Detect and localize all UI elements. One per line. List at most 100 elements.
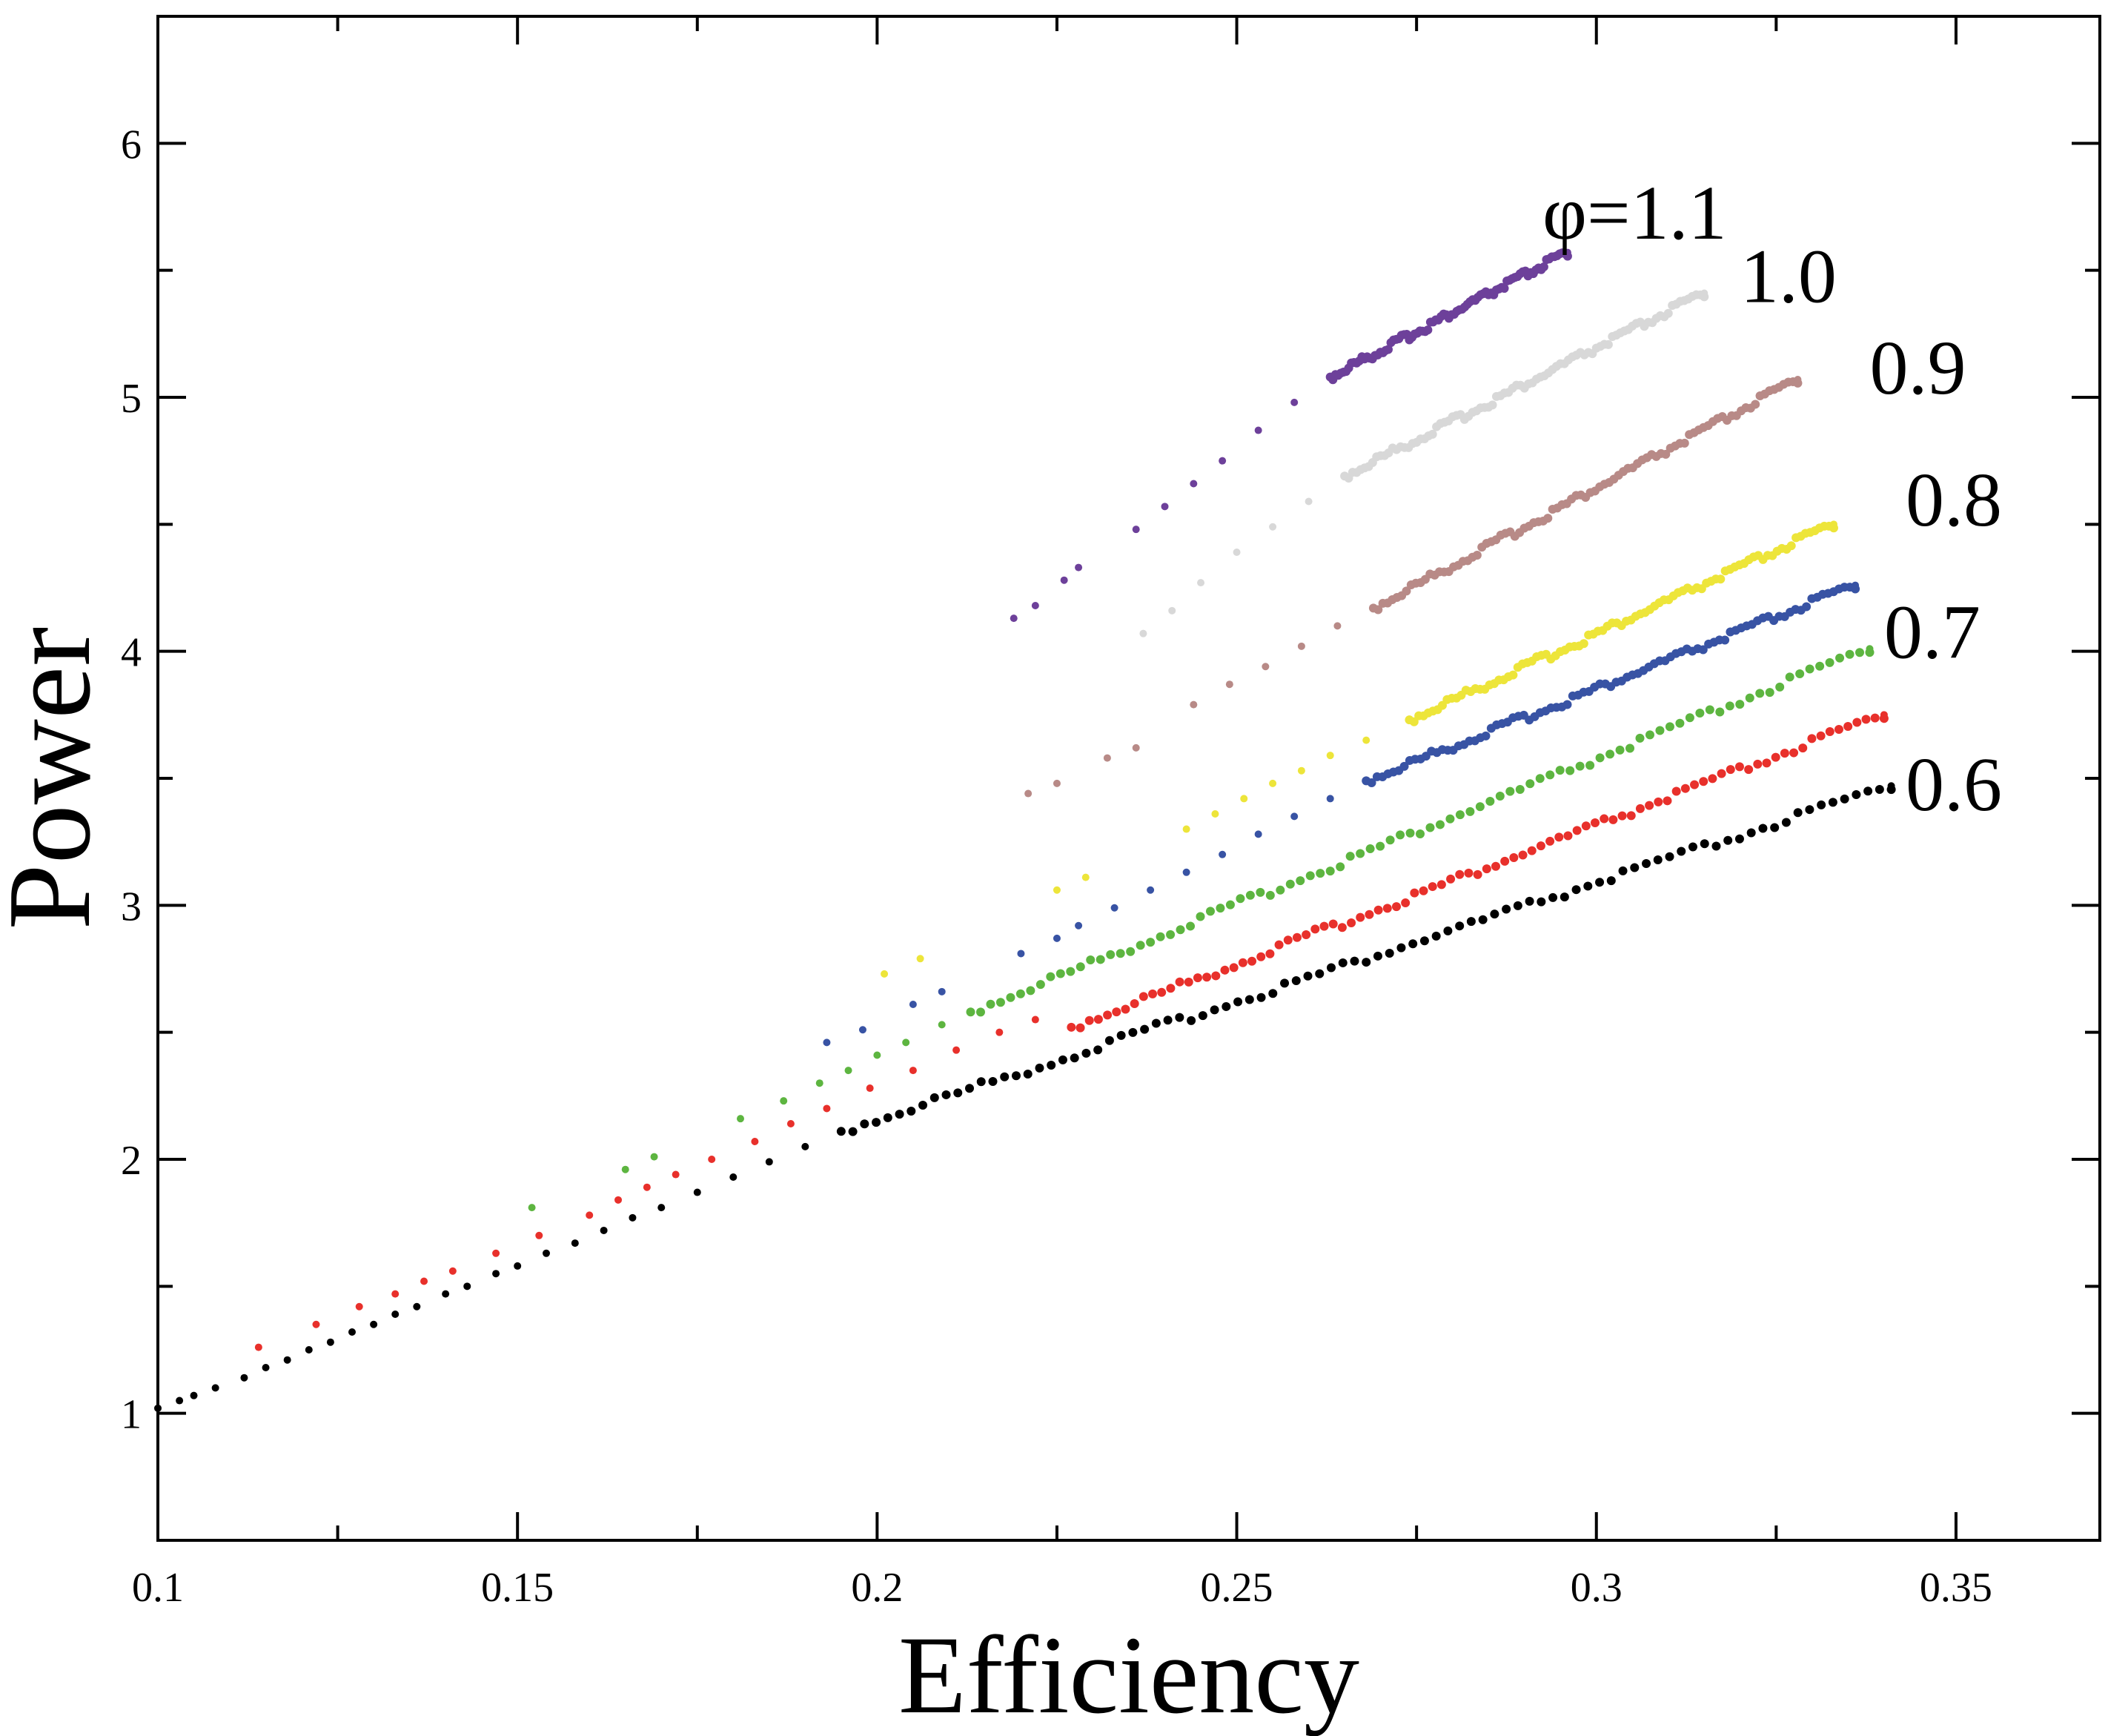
data-point bbox=[1513, 901, 1522, 910]
data-point bbox=[1475, 802, 1485, 812]
series-0-7 bbox=[528, 645, 1875, 1212]
data-point bbox=[1485, 797, 1495, 806]
data-point bbox=[1182, 868, 1190, 876]
data-point bbox=[823, 1104, 831, 1113]
data-point bbox=[312, 1320, 320, 1328]
data-point bbox=[1680, 783, 1690, 793]
data-point bbox=[1700, 839, 1709, 849]
data-point bbox=[1409, 717, 1419, 726]
data-point bbox=[1187, 1016, 1196, 1025]
data-point bbox=[1216, 904, 1225, 913]
data-point bbox=[1096, 955, 1105, 964]
data-point bbox=[1805, 664, 1814, 674]
data-point bbox=[672, 1170, 680, 1179]
data-point bbox=[1665, 722, 1674, 732]
data-point bbox=[1482, 864, 1491, 874]
data-point bbox=[1132, 526, 1140, 534]
data-point bbox=[650, 1153, 658, 1161]
data-point bbox=[1563, 831, 1573, 841]
data-point bbox=[1431, 931, 1441, 941]
series-0-6 bbox=[154, 782, 1896, 1412]
data-point bbox=[1254, 426, 1262, 434]
data-point bbox=[1771, 752, 1780, 762]
data-point bbox=[1157, 987, 1167, 997]
data-point bbox=[1495, 792, 1505, 801]
data-point bbox=[1852, 718, 1862, 727]
data-point bbox=[1436, 880, 1446, 889]
data-point bbox=[906, 1106, 916, 1116]
data-point bbox=[1861, 715, 1871, 724]
data-point bbox=[1608, 815, 1618, 824]
data-point bbox=[1138, 992, 1148, 1001]
data-point bbox=[1193, 973, 1202, 983]
data-point bbox=[1428, 429, 1437, 439]
data-point bbox=[1793, 378, 1803, 388]
data-point bbox=[953, 1088, 963, 1098]
data-point bbox=[1726, 765, 1735, 775]
data-point bbox=[1086, 955, 1096, 964]
data-point bbox=[492, 1249, 500, 1257]
data-point bbox=[848, 1127, 858, 1136]
data-point bbox=[413, 1302, 421, 1311]
x-axis-title: Efficiency bbox=[898, 1614, 1359, 1736]
data-point bbox=[1385, 835, 1395, 845]
phi-annotation: φ=1.1 bbox=[1542, 170, 1727, 256]
ticks-layer: 0.1 0.15 0.2 0.25 0.3 0.35 1 2 3 4 5 6 bbox=[121, 16, 2100, 1611]
data-point bbox=[1166, 984, 1176, 993]
data-point bbox=[1595, 878, 1605, 887]
data-point bbox=[1305, 871, 1315, 881]
data-point bbox=[1845, 649, 1855, 659]
data-point bbox=[1053, 886, 1061, 894]
data-point bbox=[1645, 801, 1654, 810]
data-point bbox=[1545, 770, 1555, 780]
data-point bbox=[1302, 930, 1311, 940]
data-point bbox=[1220, 965, 1230, 975]
data-point bbox=[881, 970, 889, 978]
data-point bbox=[1376, 841, 1385, 851]
data-point bbox=[1663, 308, 1673, 318]
data-point bbox=[823, 1038, 831, 1047]
data-point bbox=[1222, 1001, 1231, 1011]
data-point bbox=[1211, 809, 1219, 818]
data-point bbox=[1106, 950, 1116, 959]
data-point bbox=[1269, 523, 1277, 531]
data-point bbox=[693, 1188, 701, 1196]
data-point bbox=[463, 1282, 471, 1291]
data-point bbox=[1565, 766, 1575, 775]
data-point bbox=[1606, 876, 1616, 886]
data-point bbox=[1518, 850, 1528, 860]
data-point bbox=[1675, 718, 1685, 728]
data-point bbox=[420, 1277, 428, 1285]
data-point bbox=[190, 1391, 198, 1399]
data-point bbox=[1688, 842, 1697, 852]
data-point bbox=[1499, 284, 1509, 294]
data-point bbox=[860, 1119, 869, 1129]
data-point bbox=[391, 1311, 400, 1319]
series-0-65 bbox=[254, 711, 1889, 1351]
labels-layer: 0.6 0.7 0.8 0.9 1.0φ=1.1 bbox=[1542, 170, 2002, 827]
data-point bbox=[1337, 923, 1347, 932]
data-point bbox=[1828, 798, 1837, 807]
data-point bbox=[1491, 861, 1500, 871]
data-point bbox=[1408, 939, 1418, 949]
data-point bbox=[1396, 830, 1405, 840]
data-point bbox=[1265, 949, 1275, 958]
data-point bbox=[1276, 885, 1285, 895]
data-point bbox=[1015, 989, 1025, 998]
data-point bbox=[909, 1000, 917, 1008]
data-point bbox=[1166, 930, 1176, 939]
data-point bbox=[1247, 956, 1257, 966]
data-point bbox=[1256, 993, 1266, 1002]
data-point bbox=[1229, 963, 1239, 973]
data-point bbox=[543, 1249, 550, 1257]
data-point bbox=[1396, 943, 1406, 953]
data-point bbox=[1834, 725, 1843, 735]
data-point bbox=[918, 1101, 928, 1110]
data-point bbox=[1548, 892, 1558, 902]
data-point bbox=[873, 1051, 881, 1059]
data-point bbox=[1399, 761, 1409, 771]
data-point bbox=[1401, 898, 1411, 908]
data-point bbox=[1310, 924, 1320, 934]
series-1-0 bbox=[1010, 248, 1572, 623]
data-point bbox=[765, 1158, 773, 1166]
